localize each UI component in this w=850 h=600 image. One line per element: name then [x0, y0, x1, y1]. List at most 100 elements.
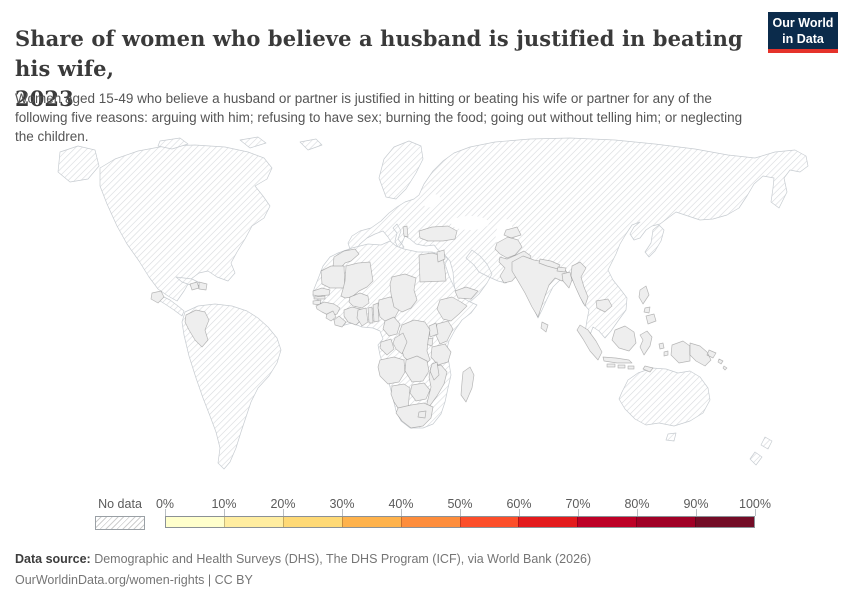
country-south-africa[interactable]: [395, 402, 434, 429]
country-solomon-islands[interactable]: [717, 358, 728, 371]
country-bangladesh[interactable]: [561, 271, 573, 289]
country-guinea[interactable]: [315, 301, 341, 317]
country-uganda[interactable]: [428, 322, 439, 338]
country-sierra-leone[interactable]: [325, 310, 337, 322]
country-zimbabwe[interactable]: [409, 382, 431, 402]
title-line2: 2023: [15, 86, 74, 112]
legend-no-data-swatch[interactable]: [95, 516, 145, 530]
legend-tick-mark: [342, 509, 343, 516]
landmass-north-america[interactable]: [99, 144, 273, 302]
legend-band[interactable]: [400, 517, 460, 527]
country-chad[interactable]: [389, 273, 418, 313]
legend-tick-mark: [519, 509, 520, 516]
landmass-alaska[interactable]: [57, 145, 100, 183]
legend-tick-mark: [283, 509, 284, 516]
legend-tick-label: 90%: [683, 497, 709, 511]
country-ethiopia[interactable]: [436, 296, 468, 322]
legend-tick-label: 80%: [624, 497, 650, 511]
legend-tick-mark: [165, 509, 166, 516]
chart-subtitle: Women aged 15-49 who believe a husband o…: [15, 91, 743, 144]
black-sea: [451, 216, 489, 230]
legend-band[interactable]: [577, 517, 637, 527]
legend-tick-label: 20%: [270, 497, 296, 511]
country-colombia[interactable]: [184, 309, 210, 348]
island-tasmania[interactable]: [665, 432, 677, 442]
island-japan[interactable]: [644, 224, 665, 258]
country-congo-rep[interactable]: [392, 332, 408, 355]
landmass-greenland[interactable]: [378, 140, 424, 200]
islands-new-zealand[interactable]: [749, 436, 773, 466]
landmass-australia[interactable]: [618, 367, 711, 427]
legend-no-data-label: No data: [98, 497, 142, 511]
country-lesotho[interactable]: [417, 410, 427, 419]
country-guatemala[interactable]: [150, 290, 165, 304]
data-source-line: Data source: Demographic and Health Surv…: [15, 549, 591, 570]
legend-band[interactable]: [695, 517, 755, 527]
country-cameroon[interactable]: [382, 316, 401, 337]
legend-tick-mark: [224, 509, 225, 516]
country-gabon[interactable]: [379, 338, 395, 356]
citation-line[interactable]: OurWorldinData.org/women-rights | CC BY: [15, 573, 253, 587]
country-gambia[interactable]: [313, 295, 326, 300]
country-albania[interactable]: [402, 225, 409, 238]
legend-tick-mark: [696, 509, 697, 516]
data-source-label: Data source:: [15, 552, 91, 566]
chart-footer: Data source: Demographic and Health Surv…: [15, 549, 591, 591]
no-data-regions: [57, 136, 809, 470]
arctic-islands[interactable]: [157, 136, 323, 151]
country-angola[interactable]: [377, 356, 406, 385]
country-mali[interactable]: [340, 261, 374, 299]
legend-tick-label: 40%: [388, 497, 414, 511]
legend-band[interactable]: [518, 517, 578, 527]
country-dominican-republic[interactable]: [198, 281, 208, 291]
country-cote-divoire[interactable]: [343, 306, 362, 326]
legend-tick-mark: [460, 509, 461, 516]
page-title: Share of women who believe a husband is …: [15, 24, 755, 114]
country-togo[interactable]: [367, 306, 374, 324]
country-madagascar[interactable]: [460, 366, 475, 403]
baltic-sea: [424, 194, 440, 208]
legend-tick-mark: [578, 509, 579, 516]
legend-band[interactable]: [341, 517, 401, 527]
country-zambia[interactable]: [404, 355, 430, 383]
legend-tick-label: 100%: [739, 497, 771, 511]
legend-band[interactable]: [166, 517, 224, 527]
country-yemen[interactable]: [454, 286, 479, 300]
legend-color-bar: [165, 516, 755, 528]
title-line1: Share of women who believe a husband is …: [15, 26, 743, 82]
legend-band[interactable]: [636, 517, 696, 527]
country-mauritania[interactable]: [320, 265, 346, 289]
legend-tick-label: 70%: [565, 497, 591, 511]
legend-tick-label: 10%: [211, 497, 237, 511]
legend-tick-mark: [401, 509, 402, 516]
country-afghanistan[interactable]: [494, 236, 523, 259]
country-papua-new-guinea[interactable]: [689, 342, 717, 367]
country-turkey[interactable]: [418, 225, 458, 242]
country-liberia[interactable]: [333, 315, 347, 328]
country-malawi[interactable]: [429, 361, 440, 381]
country-bhutan[interactable]: [556, 266, 567, 273]
country-timor-leste[interactable]: [642, 365, 654, 373]
legend-band[interactable]: [223, 517, 283, 527]
legend-tick-label: 60%: [506, 497, 532, 511]
country-benin[interactable]: [372, 302, 380, 323]
landmass-south-america[interactable]: [181, 303, 282, 470]
country-ghana[interactable]: [356, 307, 369, 327]
country-senegal[interactable]: [312, 287, 331, 297]
legend-tick-label: 50%: [447, 497, 473, 511]
legend-band[interactable]: [459, 517, 519, 527]
country-philippines[interactable]: [638, 285, 657, 325]
legend-band[interactable]: [282, 517, 342, 527]
country-tajikistan[interactable]: [503, 226, 522, 239]
country-indonesia[interactable]: [576, 324, 691, 370]
country-jordan[interactable]: [436, 249, 446, 263]
legend-tick-label: 0%: [155, 497, 175, 511]
country-sri-lanka[interactable]: [540, 321, 549, 333]
country-myanmar[interactable]: [570, 261, 589, 307]
country-burkina-faso[interactable]: [348, 292, 370, 309]
country-cambodia[interactable]: [595, 298, 613, 313]
legend-tick-mark: [755, 509, 756, 516]
owid-logo[interactable]: Our World in Data: [768, 12, 838, 53]
country-tanzania[interactable]: [430, 343, 452, 366]
